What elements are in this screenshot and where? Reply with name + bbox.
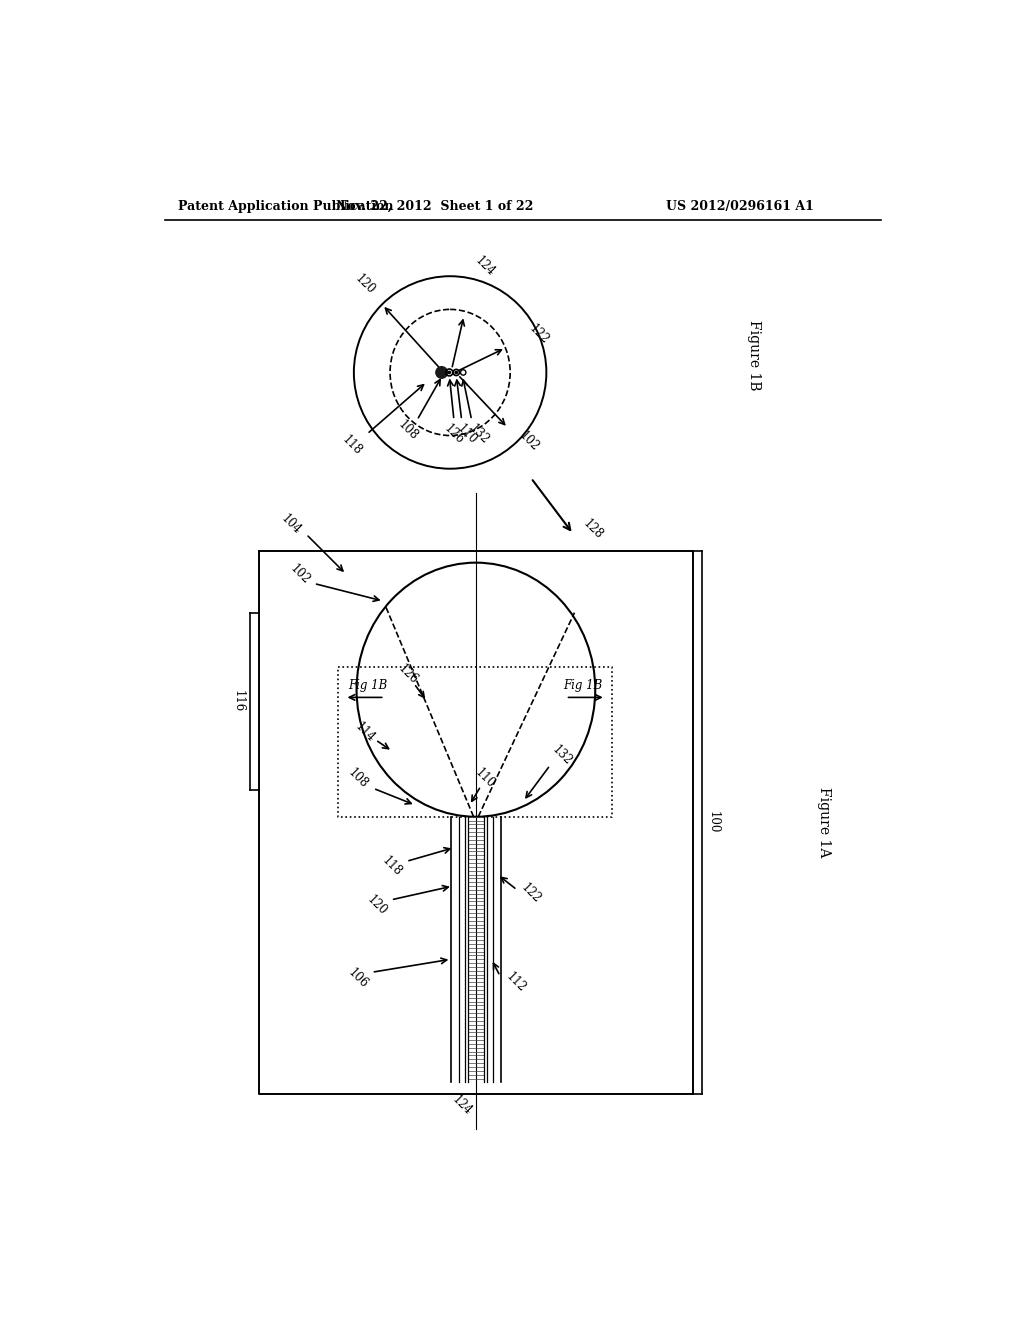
Text: US 2012/0296161 A1: US 2012/0296161 A1 xyxy=(666,199,814,213)
Text: 106: 106 xyxy=(345,966,371,991)
Text: 118: 118 xyxy=(339,433,364,458)
Text: 112: 112 xyxy=(503,970,528,995)
Text: 100: 100 xyxy=(707,812,720,834)
Text: 114: 114 xyxy=(353,719,378,744)
Text: 124: 124 xyxy=(450,1093,474,1118)
Text: 110: 110 xyxy=(455,421,479,446)
Text: Nov. 22, 2012  Sheet 1 of 22: Nov. 22, 2012 Sheet 1 of 22 xyxy=(336,199,534,213)
Text: 116: 116 xyxy=(231,690,245,713)
Text: Fig 1B: Fig 1B xyxy=(348,680,387,693)
Text: 122: 122 xyxy=(518,882,544,906)
Text: 124: 124 xyxy=(472,253,498,279)
Circle shape xyxy=(455,371,458,374)
Text: 108: 108 xyxy=(345,766,370,791)
Circle shape xyxy=(436,367,447,379)
Text: 110: 110 xyxy=(472,766,498,791)
Text: 120: 120 xyxy=(365,892,389,917)
Text: 132: 132 xyxy=(549,743,574,768)
Text: Figure 1B: Figure 1B xyxy=(748,319,761,389)
Text: 122: 122 xyxy=(526,322,551,346)
Text: 108: 108 xyxy=(395,417,420,442)
Text: 126: 126 xyxy=(395,661,420,686)
Text: 102: 102 xyxy=(517,429,542,454)
Text: Patent Application Publication: Patent Application Publication xyxy=(178,199,394,213)
Text: 118: 118 xyxy=(380,854,404,879)
Text: 104: 104 xyxy=(279,512,303,537)
Text: 126: 126 xyxy=(441,421,466,446)
Text: 132: 132 xyxy=(467,421,492,446)
Text: Fig 1B: Fig 1B xyxy=(563,680,602,693)
Text: Figure 1A: Figure 1A xyxy=(816,787,830,858)
Text: 102: 102 xyxy=(288,562,312,586)
Circle shape xyxy=(449,371,451,374)
Text: 120: 120 xyxy=(353,272,378,297)
Text: 128: 128 xyxy=(581,517,605,543)
